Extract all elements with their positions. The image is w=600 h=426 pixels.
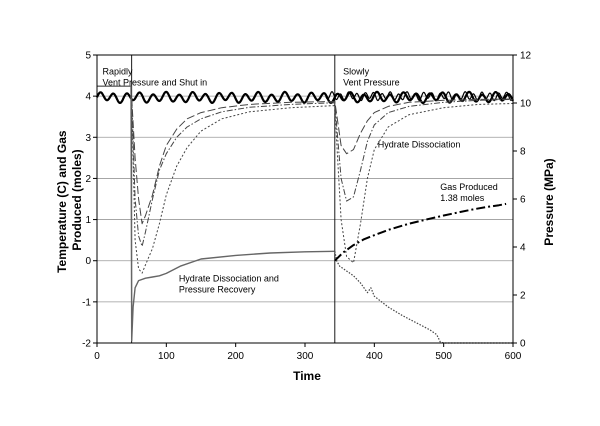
series-line-6 bbox=[97, 85, 335, 342]
series-line-1 bbox=[95, 90, 515, 104]
x-axis-label: Time bbox=[293, 369, 321, 383]
annotation-line: 1.38 moles bbox=[440, 193, 485, 203]
y-left-tick-label: 2 bbox=[85, 174, 91, 185]
y-left-axis-label-line-2: Produced (moles) bbox=[70, 149, 84, 250]
y-right-tick-label: 8 bbox=[520, 147, 526, 158]
annotation-2: Slowly Vent Pressure bbox=[343, 66, 400, 87]
annotation-line: Vent Pressure bbox=[343, 77, 400, 87]
series-line-8 bbox=[334, 202, 507, 262]
y-left-axis-label: Temperature (C) and Gas Produced (moles) bbox=[55, 127, 84, 273]
x-tick-label: 300 bbox=[297, 351, 314, 362]
series-line-2 bbox=[325, 91, 514, 102]
annotation-line: Gas Produced bbox=[440, 182, 498, 192]
y-right-tick-labels: 0 2 4 6 8 10 12 bbox=[513, 51, 532, 350]
x-tick-labels: 0 100 200 300 400 500 600 bbox=[94, 343, 522, 362]
y-left-tick-labels: -2 -1 0 1 2 3 4 5 bbox=[82, 51, 97, 350]
x-tick-label: 100 bbox=[158, 351, 175, 362]
series-line-3 bbox=[131, 98, 514, 225]
x-tick-label: 0 bbox=[94, 351, 100, 362]
y-left-axis-label-line-1: Temperature (C) and Gas bbox=[55, 130, 69, 273]
series-line-7 bbox=[334, 251, 513, 344]
y-left-tick-label: 3 bbox=[85, 133, 91, 144]
y-right-tick-label: 4 bbox=[520, 243, 526, 254]
y-right-axis-label: Pressure (MPa) bbox=[542, 158, 556, 245]
annotation-line: Hydrate Dissociation and bbox=[179, 273, 279, 283]
annotation-line: Hydrate Dissociation bbox=[378, 140, 461, 150]
x-tick-label: 600 bbox=[505, 351, 522, 362]
y-left-tick-label: -1 bbox=[82, 297, 91, 308]
y-right-tick-label: 0 bbox=[520, 339, 526, 350]
x-tick-label: 200 bbox=[227, 351, 244, 362]
annotation-line: Rapidly bbox=[103, 66, 134, 76]
annotation-5: Hydrate Dissociation and Pressure Recover… bbox=[179, 273, 279, 294]
y-right-tick-label: 12 bbox=[520, 51, 532, 62]
y-left-tick-label: 0 bbox=[85, 256, 91, 267]
y-left-tick-label: 1 bbox=[85, 215, 91, 226]
y-right-tick-label: 6 bbox=[520, 195, 526, 206]
y-right-tick-label: 10 bbox=[520, 99, 532, 110]
annotation-3: Hydrate Dissociation bbox=[378, 140, 461, 150]
y-left-tick-label: 5 bbox=[85, 51, 91, 62]
series-group bbox=[95, 85, 515, 344]
x-tick-label: 500 bbox=[435, 351, 452, 362]
y-left-tick-label: 4 bbox=[85, 92, 91, 103]
x-tick-label: 400 bbox=[366, 351, 383, 362]
series-line-4 bbox=[131, 98, 514, 247]
annotation-line: Pressure Recovery bbox=[179, 284, 256, 294]
annotation-line: Slowly bbox=[343, 66, 370, 76]
y-right-tick-label: 2 bbox=[520, 291, 526, 302]
annotation-1: Rapidly Vent Pressure and Shut in bbox=[103, 66, 208, 87]
annotation-4: Gas Produced 1.38 moles bbox=[440, 182, 498, 203]
y-left-tick-label: -2 bbox=[82, 339, 91, 350]
annotation-line: Vent Pressure and Shut in bbox=[103, 77, 208, 87]
